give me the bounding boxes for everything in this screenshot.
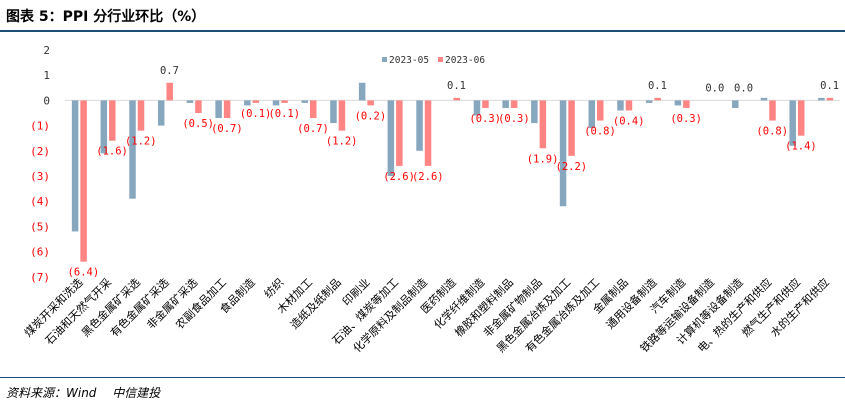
data-label: (0.3) (469, 113, 501, 125)
data-label: (6.4) (68, 267, 100, 279)
bar-2023-06 (109, 100, 116, 141)
data-label: (0.3) (498, 113, 530, 125)
bar-2023-06 (453, 97, 460, 101)
bar-2023-06 (137, 100, 145, 131)
y-tick-label: (2) (30, 145, 50, 158)
bar-2023-06 (252, 100, 260, 103)
bar-2023-05 (588, 100, 596, 129)
bar-2023-05 (732, 100, 739, 108)
y-tick-label: (4) (30, 195, 50, 208)
bar-2023-05 (71, 100, 79, 232)
y-tick-label: 0 (43, 94, 50, 107)
bar-2023-06 (166, 82, 173, 101)
bar-2023-05 (272, 100, 280, 106)
data-label: (0.8) (756, 126, 788, 138)
bar-2023-05 (100, 100, 108, 154)
y-tick-label: (5) (30, 220, 50, 233)
data-label: (0.7) (211, 123, 243, 135)
bar-2023-06 (482, 100, 489, 108)
top-rule (0, 30, 845, 32)
bar-2023-05 (157, 100, 165, 126)
data-label: (0.7) (297, 123, 329, 135)
y-tick-label: 2 (43, 44, 50, 57)
bar-2023-05 (502, 100, 509, 108)
bar-2023-05 (617, 100, 624, 111)
bar-2023-06 (625, 100, 633, 111)
bar-2023-05 (674, 100, 682, 106)
bar-2023-05 (186, 100, 194, 103)
data-label: (1.2) (326, 136, 358, 148)
bar-2023-05 (129, 100, 136, 199)
legend-swatch-2023-06 (438, 57, 443, 62)
bar-2023-06 (826, 97, 834, 101)
y-tick-label: 1 (43, 69, 50, 82)
bar-2023-06 (338, 100, 346, 131)
bar-2023-05 (301, 100, 308, 103)
y-tick-label: (7) (30, 271, 50, 284)
data-label: (0.3) (670, 113, 702, 125)
bar-2023-05 (416, 100, 423, 151)
data-label: (0.1) (268, 108, 300, 120)
bar-2023-05 (330, 100, 337, 124)
source-note: 资料来源：Wind 中信建投 (6, 386, 161, 400)
legend-swatch-2023-05 (382, 57, 387, 62)
bar-2023-05 (387, 100, 395, 176)
bar-2023-05 (645, 100, 653, 103)
bar-2023-05 (818, 97, 825, 101)
bar-2023-06 (510, 100, 518, 108)
bar-2023-06 (597, 100, 604, 121)
data-label: 0.0 (734, 82, 753, 94)
bar-2023-05 (760, 97, 768, 101)
bar-2023-05 (244, 100, 251, 106)
bar-2023-06 (683, 100, 690, 108)
legend-label: 2023-05 (389, 55, 429, 66)
figure-title: 图表 5：PPI 分行业环比（%） (6, 9, 206, 25)
bar-2023-06 (539, 100, 547, 149)
data-label: 0.1 (447, 80, 466, 92)
data-label: 0.1 (648, 80, 667, 92)
data-label: 0.0 (705, 82, 724, 94)
bar-2023-06 (309, 100, 317, 119)
data-label: (1.2) (125, 136, 157, 148)
data-label: (1.6) (96, 146, 128, 158)
bar-2023-05 (358, 82, 366, 101)
bottom-rule (0, 377, 845, 378)
legend-label: 2023-06 (445, 55, 485, 66)
bar-2023-06 (195, 100, 202, 113)
bar-2023-05 (789, 100, 796, 146)
bar-2023-06 (396, 100, 403, 166)
bar-2023-06 (797, 100, 805, 136)
data-label: (1.4) (785, 141, 817, 153)
bar-2023-06 (769, 100, 776, 121)
bar-2023-06 (367, 100, 374, 106)
data-label: (0.8) (584, 126, 616, 138)
data-label: (0.1) (240, 108, 272, 120)
bar-2023-05 (215, 100, 222, 119)
data-label: (0.5) (182, 118, 214, 130)
bar-2023-06 (424, 100, 432, 166)
bar-2023-06 (568, 100, 575, 156)
y-tick-label: (3) (30, 170, 50, 183)
bar-2023-06 (281, 100, 288, 103)
bar-2023-06 (654, 97, 661, 101)
data-label: (2.6) (412, 171, 444, 183)
bar-2023-06 (80, 100, 87, 262)
bar-2023-05 (473, 100, 481, 116)
data-label: (2.6) (383, 171, 415, 183)
y-tick-label: (6) (30, 246, 50, 259)
data-label: (1.9) (527, 153, 559, 165)
data-label: (0.2) (355, 110, 387, 122)
bar-2023-05 (559, 100, 567, 207)
data-label: (0.4) (613, 115, 645, 127)
y-tick-label: (1) (30, 120, 50, 133)
data-label: 0.7 (160, 65, 179, 77)
bar-2023-06 (223, 100, 231, 119)
data-label: 0.1 (820, 80, 839, 92)
x-tick-label: 纺织 (261, 275, 286, 300)
bar-2023-05 (531, 100, 538, 124)
data-label: (2.2) (556, 161, 588, 173)
